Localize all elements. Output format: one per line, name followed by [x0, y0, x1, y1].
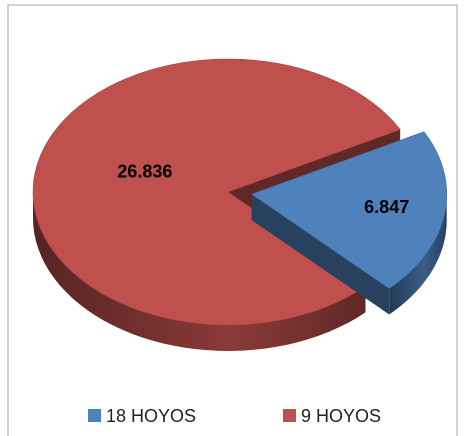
legend-label: 18 HOYOS: [106, 406, 196, 426]
slice-side: [389, 194, 447, 315]
legend-label: 9 HOYOS: [301, 406, 381, 426]
legend-swatch: [283, 409, 296, 422]
slice-cut-face: [251, 194, 390, 315]
slice-side: [33, 192, 366, 351]
slice-group: [251, 131, 447, 315]
legend-swatch: [88, 409, 101, 422]
pie-slice: [251, 131, 447, 289]
data-label: 26.836: [117, 162, 172, 182]
data-label: 6.847: [364, 197, 409, 217]
